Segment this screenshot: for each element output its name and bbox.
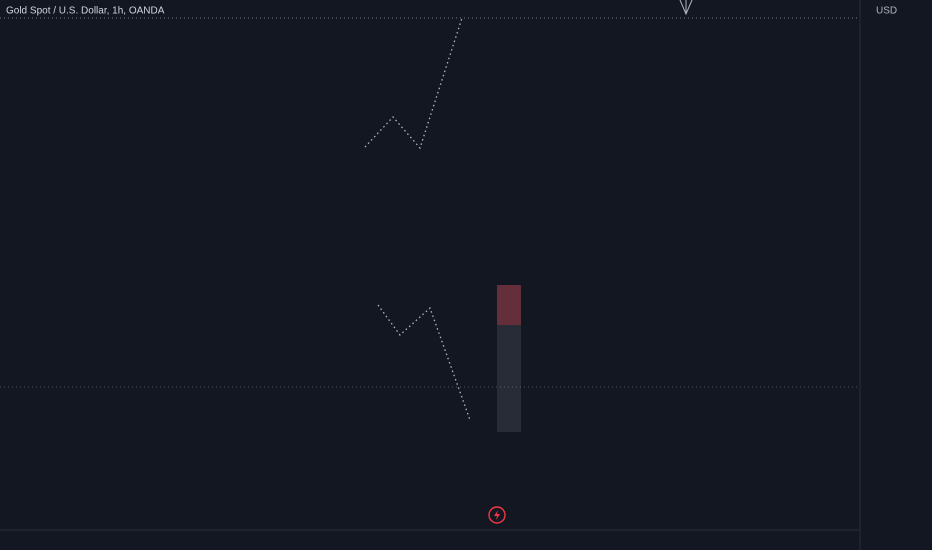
position-stop — [497, 285, 521, 325]
currency: USD — [876, 6, 897, 17]
position-box — [497, 285, 521, 432]
chart-title: Gold Spot / U.S. Dollar, 1h, OANDA — [6, 6, 165, 17]
price-axis — [860, 0, 932, 550]
alert-icon[interactable] — [488, 506, 506, 524]
projection-path — [377, 304, 471, 421]
